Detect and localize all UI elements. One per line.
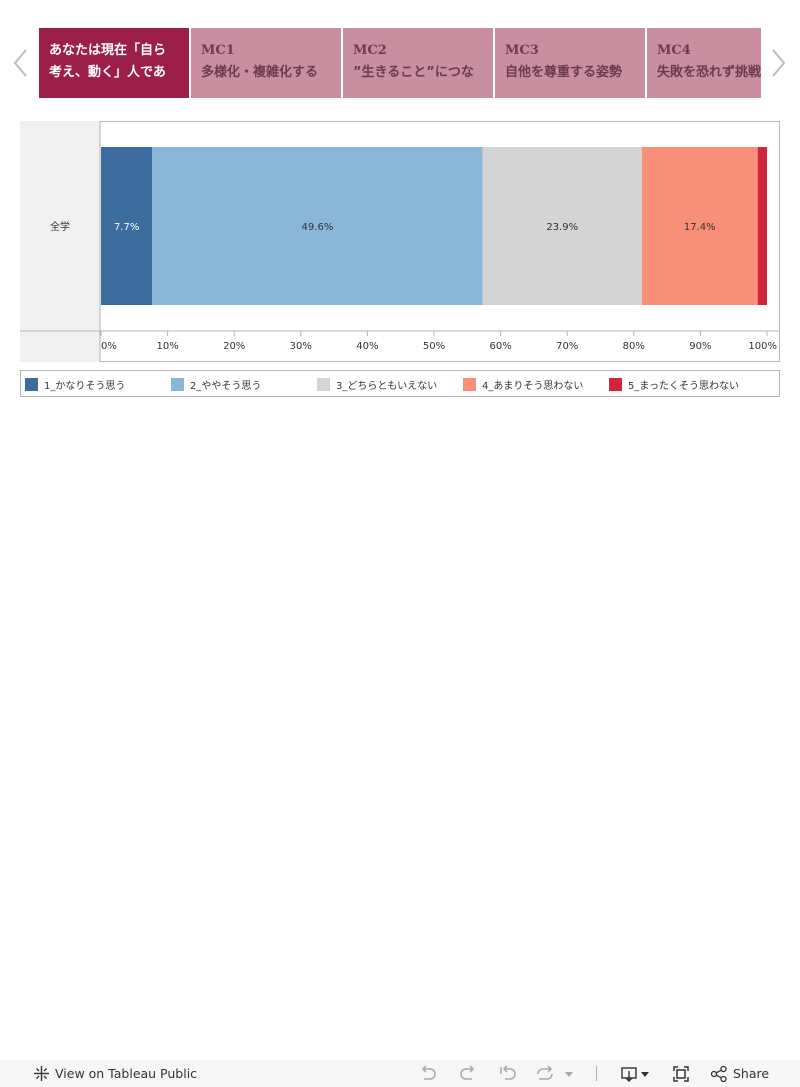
story-tab-subtitle: 自他を尊重する姿勢	[505, 65, 623, 80]
x-tick-label: 20%	[223, 341, 245, 352]
bar-segment-3[interactable]	[482, 147, 642, 305]
story-tab-title: MC3	[505, 43, 539, 58]
download-button[interactable]	[620, 1060, 652, 1087]
category-label: 全学	[50, 220, 70, 233]
toolbar-separator	[596, 1066, 597, 1081]
bar-segment-4[interactable]	[641, 147, 758, 305]
story-tabs: あなたは現在「自ら 考え、動く」人であ MC1 多様化・複雑化する MC2 ”生…	[39, 28, 761, 98]
legend-item-4[interactable]: 4_あまりそう思わない	[463, 375, 583, 393]
bar-data-label-1: 7.7%	[114, 222, 139, 233]
story-tab-title: MC1	[201, 43, 235, 58]
undo-button[interactable]	[418, 1060, 438, 1087]
bar-data-label-2: 49.6%	[302, 222, 334, 233]
legend-item-2[interactable]: 2_ややそう思う	[171, 375, 261, 393]
tableau-toolbar: View on Tableau Public	[0, 1060, 800, 1087]
share-icon	[710, 1065, 727, 1082]
story-prev-arrow-icon[interactable]	[10, 46, 32, 80]
tableau-logo-icon	[34, 1066, 49, 1081]
chevron-down-icon	[565, 1071, 573, 1077]
x-tick-label: 60%	[489, 341, 511, 352]
refresh-icon	[537, 1064, 553, 1080]
revert-button[interactable]	[498, 1060, 518, 1087]
x-tick-label: 0%	[101, 341, 117, 352]
story-tab-4[interactable]: MC4 失敗を恐れず挑戦	[647, 28, 761, 98]
story-tab-title: MC2	[353, 43, 387, 58]
chart-legend: 1_かなりそう思う 2_ややそう思う 3_どちらともいえない 4_あまりそう思わ…	[20, 370, 780, 397]
x-tick-label: 40%	[356, 341, 378, 352]
view-on-tableau-link[interactable]: View on Tableau Public	[33, 1060, 197, 1087]
share-label: Share	[733, 1066, 770, 1081]
story-tab-subtitle: ”生きること”につな	[353, 65, 474, 80]
bar-segment-5[interactable]	[757, 147, 767, 305]
story-tab-0[interactable]: あなたは現在「自ら 考え、動く」人であ	[39, 28, 189, 98]
x-tick-label: 10%	[156, 341, 178, 352]
fullscreen-button[interactable]	[672, 1060, 690, 1087]
legend-swatch	[609, 377, 622, 391]
legend-swatch	[463, 377, 476, 391]
x-tick-label: 100%	[748, 341, 777, 352]
legend-item-5[interactable]: 5_まったくそう思わない	[609, 375, 739, 393]
story-next-arrow-icon[interactable]	[767, 46, 789, 80]
legend-label: 3_どちらともいえない	[336, 380, 438, 392]
undo-icon	[421, 1064, 436, 1080]
legend-swatch	[25, 377, 38, 391]
story-tab-1[interactable]: MC1 多様化・複雑化する	[191, 28, 341, 98]
legend-swatch	[317, 377, 330, 391]
x-tick-label: 50%	[423, 341, 445, 352]
revert-icon	[500, 1064, 516, 1080]
bar-data-label-4: 17.4%	[684, 222, 716, 233]
row-header-panel	[20, 121, 100, 362]
bar-data-label-3: 23.9%	[546, 222, 578, 233]
story-tab-title: あなたは現在「自ら	[49, 43, 167, 58]
legend-label: 2_ややそう思う	[190, 380, 262, 392]
legend-label: 4_あまりそう思わない	[482, 380, 584, 392]
story-tab-3[interactable]: MC3 自他を尊重する姿勢	[495, 28, 645, 98]
x-tick-label: 30%	[290, 341, 312, 352]
share-button[interactable]: Share	[710, 1060, 769, 1087]
legend-label: 5_まったくそう思わない	[628, 380, 739, 392]
refresh-dropdown-button[interactable]	[564, 1060, 574, 1087]
fullscreen-icon	[673, 1065, 689, 1082]
story-tab-title: MC4	[657, 43, 691, 58]
legend-item-3[interactable]: 3_どちらともいえない	[317, 375, 437, 393]
redo-button[interactable]	[458, 1060, 478, 1087]
x-tick-label: 70%	[556, 341, 578, 352]
story-tab-2[interactable]: MC2 ”生きること”につな	[343, 28, 493, 98]
legend-swatch	[171, 377, 184, 391]
view-on-tableau-label: View on Tableau Public	[55, 1066, 198, 1081]
story-tab-subtitle: 失敗を恐れず挑戦	[657, 65, 761, 80]
x-tick-label: 90%	[689, 341, 711, 352]
download-icon	[621, 1066, 649, 1082]
legend-label: 1_かなりそう思う	[44, 380, 126, 392]
bar-segment-2[interactable]	[152, 147, 483, 305]
x-tick-label: 80%	[623, 341, 645, 352]
story-tab-subtitle: 考え、動く」人であ	[49, 65, 166, 80]
legend-item-1[interactable]: 1_かなりそう思う	[25, 375, 125, 393]
bar-segment-1[interactable]	[101, 147, 153, 305]
story-tab-subtitle: 多様化・複雑化する	[201, 65, 319, 80]
stacked-bar-chart: 全学 7.7% 49.6% 23.9% 17.4% 0% 10% 20% 30% 40% 50%…	[20, 121, 780, 362]
redo-icon	[460, 1064, 475, 1080]
refresh-button[interactable]	[535, 1060, 555, 1087]
